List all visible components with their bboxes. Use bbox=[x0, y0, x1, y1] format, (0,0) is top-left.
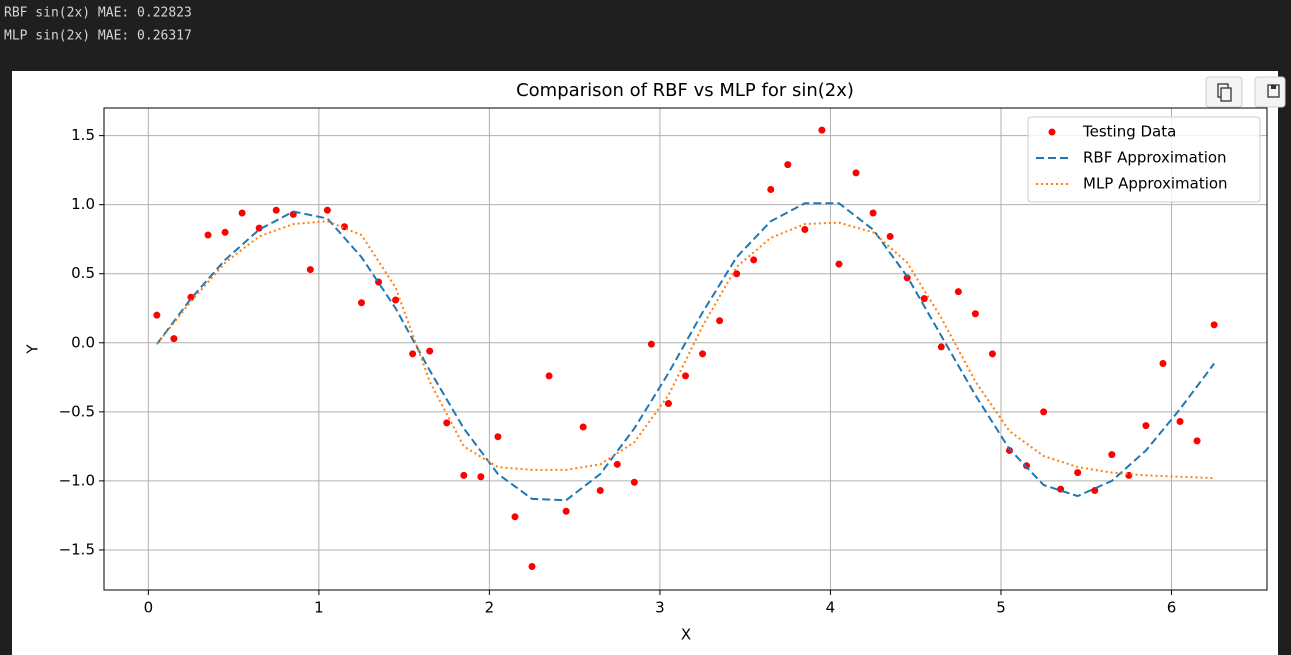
x-axis-label: X bbox=[681, 626, 691, 644]
data-point bbox=[238, 209, 246, 217]
data-point bbox=[818, 126, 826, 134]
data-point bbox=[852, 169, 860, 177]
data-point bbox=[494, 433, 502, 441]
x-tick-label: 4 bbox=[826, 599, 836, 617]
data-point bbox=[835, 260, 843, 268]
copy-button[interactable] bbox=[1205, 76, 1243, 108]
data-point bbox=[699, 350, 707, 358]
data-point bbox=[1159, 360, 1167, 368]
data-point bbox=[750, 256, 758, 264]
output-line: RBF sin(2x) MAE: 0.22823 bbox=[4, 6, 192, 21]
data-point bbox=[323, 206, 331, 214]
data-point bbox=[988, 350, 996, 358]
data-point bbox=[426, 347, 434, 355]
data-point bbox=[153, 311, 161, 319]
x-tick-label: 5 bbox=[996, 599, 1006, 617]
data-point bbox=[1108, 451, 1116, 459]
line-series bbox=[156, 202, 1215, 502]
data-point bbox=[664, 400, 672, 408]
y-tick-label: −1.5 bbox=[59, 540, 95, 558]
chart-title: Comparison of RBF vs MLP for sin(2x) bbox=[516, 80, 854, 101]
data-point bbox=[954, 288, 962, 296]
x-tick-label: 6 bbox=[1167, 599, 1177, 617]
data-point bbox=[272, 206, 280, 214]
data-point bbox=[562, 507, 570, 515]
data-point bbox=[409, 350, 417, 358]
data-point bbox=[869, 209, 877, 217]
data-point bbox=[716, 317, 724, 325]
legend-label: RBF Approximation bbox=[1083, 149, 1227, 167]
x-tick-label: 1 bbox=[314, 599, 324, 617]
legend-label: Testing Data bbox=[1082, 123, 1176, 141]
legend-marker bbox=[1048, 128, 1056, 136]
y-tick-label: −1.0 bbox=[59, 471, 95, 489]
data-point bbox=[460, 471, 468, 479]
data-point bbox=[630, 478, 638, 486]
data-point bbox=[937, 343, 945, 351]
data-point bbox=[920, 295, 928, 303]
data-point bbox=[1176, 418, 1184, 426]
output-line: MLP sin(2x) MAE: 0.26317 bbox=[4, 29, 192, 44]
data-point bbox=[784, 161, 792, 169]
data-point bbox=[886, 232, 894, 240]
data-point bbox=[1074, 469, 1082, 477]
legend-box bbox=[1027, 116, 1261, 203]
data-point bbox=[511, 513, 519, 521]
y-axis-label: Y bbox=[24, 344, 42, 355]
y-tick-label: 0.5 bbox=[71, 264, 95, 282]
data-point bbox=[477, 473, 485, 481]
data-point bbox=[255, 224, 263, 232]
axes-frame bbox=[103, 107, 1268, 591]
data-point bbox=[579, 423, 587, 431]
y-tick-label: −0.5 bbox=[59, 402, 95, 420]
data-point bbox=[1210, 321, 1218, 329]
data-point bbox=[596, 487, 604, 495]
data-point bbox=[1193, 437, 1201, 445]
data-point bbox=[221, 228, 229, 236]
data-point bbox=[528, 563, 536, 571]
data-point bbox=[443, 419, 451, 427]
data-point bbox=[767, 185, 775, 193]
data-point bbox=[204, 231, 212, 239]
y-tick-label: 1.5 bbox=[71, 126, 95, 144]
data-point bbox=[801, 226, 809, 234]
data-point bbox=[1091, 487, 1099, 495]
data-point bbox=[613, 460, 621, 468]
legend-label: MLP Approximation bbox=[1083, 175, 1228, 193]
data-point bbox=[357, 299, 365, 307]
data-point bbox=[682, 372, 689, 380]
data-point bbox=[971, 310, 979, 318]
data-point bbox=[170, 335, 178, 343]
data-point bbox=[1040, 408, 1048, 416]
x-tick-label: 0 bbox=[144, 599, 154, 617]
data-point bbox=[545, 372, 553, 380]
x-tick-label: 2 bbox=[485, 599, 495, 617]
data-point bbox=[1142, 422, 1150, 430]
save-button[interactable] bbox=[1254, 76, 1286, 108]
data-point bbox=[647, 340, 655, 348]
data-point bbox=[733, 270, 741, 278]
y-tick-label: 1.0 bbox=[71, 195, 95, 213]
data-point bbox=[392, 296, 400, 304]
line-series bbox=[156, 220, 1215, 480]
x-tick-label: 3 bbox=[655, 599, 665, 617]
y-tick-label: 0.0 bbox=[71, 333, 95, 351]
data-point bbox=[306, 266, 314, 274]
